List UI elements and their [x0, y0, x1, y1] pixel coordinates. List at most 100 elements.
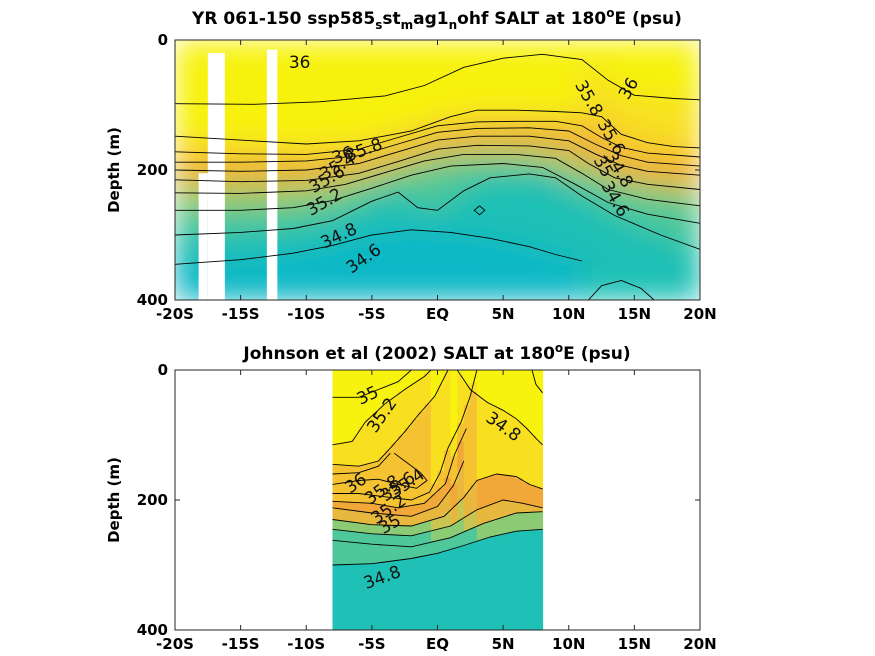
field-cell	[188, 137, 196, 153]
field-cell	[325, 100, 334, 144]
field-cell	[365, 370, 373, 420]
field-cell	[365, 160, 373, 171]
field-cell	[339, 530, 347, 542]
field-cell	[424, 531, 432, 544]
field-cell	[614, 216, 622, 300]
field-cell	[339, 197, 347, 217]
field-cell	[562, 111, 570, 124]
field-cell	[424, 152, 432, 161]
contour-line	[531, 370, 543, 394]
field-cell	[444, 477, 452, 495]
field-cell	[483, 237, 491, 300]
field-cell	[424, 555, 432, 630]
missing-data-column	[266, 49, 278, 300]
field-cell	[339, 141, 347, 152]
field-cell	[581, 40, 590, 63]
field-cell	[450, 456, 458, 485]
field-cell	[378, 562, 386, 630]
field-cell	[509, 370, 517, 418]
field-cell	[371, 544, 380, 564]
field-cell	[352, 149, 360, 157]
field-cell	[188, 103, 196, 138]
field-cell	[450, 124, 458, 132]
field-cell	[457, 441, 465, 470]
field-cell	[424, 521, 432, 533]
field-cell	[437, 552, 445, 630]
field-cell	[444, 493, 452, 514]
field-cell	[430, 80, 439, 124]
field-cell	[371, 412, 380, 463]
field-cell	[483, 538, 491, 630]
field-cell	[293, 143, 301, 155]
field-cell	[621, 219, 629, 300]
field-cell	[325, 40, 334, 102]
field-cell	[621, 89, 629, 136]
field-cell	[660, 185, 668, 202]
field-cell	[581, 161, 590, 176]
field-cell	[385, 497, 393, 507]
field-cell	[575, 40, 583, 60]
field-cell	[647, 162, 655, 173]
field-cell	[660, 163, 668, 174]
field-cell	[175, 234, 183, 265]
field-cell	[424, 373, 432, 405]
field-cell	[378, 142, 386, 150]
field-cell	[339, 370, 347, 444]
field-cell	[470, 484, 478, 513]
field-cell	[496, 58, 504, 111]
field-cell	[490, 110, 498, 123]
field-cell	[365, 533, 373, 545]
field-cell	[247, 231, 255, 260]
field-cell	[404, 89, 412, 133]
field-cell	[555, 180, 563, 256]
field-cell	[358, 426, 366, 466]
field-cell	[457, 154, 465, 167]
field-cell	[339, 175, 347, 186]
field-cell	[476, 40, 485, 65]
field-cell	[522, 504, 530, 514]
field-cell	[673, 173, 681, 188]
field-cell	[529, 166, 537, 175]
field-cell	[378, 184, 386, 199]
field-cell	[371, 234, 380, 300]
field-cell	[522, 155, 530, 167]
field-cell	[568, 152, 576, 169]
field-cell	[647, 96, 655, 144]
field-cell	[463, 370, 471, 386]
field-cell	[391, 193, 399, 233]
field-cell	[509, 121, 517, 129]
field-cell	[503, 176, 511, 243]
field-cell	[234, 232, 242, 261]
field-cell	[280, 254, 288, 300]
missing-data-columns	[198, 49, 278, 300]
field-cell	[450, 156, 458, 167]
field-cell	[476, 154, 485, 166]
field-cell	[476, 508, 485, 526]
field-cell	[470, 185, 478, 237]
field-cell	[201, 162, 209, 172]
field-cell	[516, 502, 524, 514]
field-cell	[417, 130, 425, 138]
field-cell	[470, 383, 478, 393]
field-cell	[339, 541, 347, 566]
field-cell	[240, 193, 248, 211]
field-cell	[608, 161, 616, 177]
field-cell	[614, 145, 622, 155]
field-cell	[568, 189, 576, 260]
field-cell	[654, 97, 662, 145]
field-cell	[404, 158, 412, 167]
field-cell	[253, 257, 261, 300]
field-cell	[404, 131, 412, 136]
field-cell	[312, 168, 320, 180]
field-cell	[516, 421, 524, 480]
field-cell	[516, 154, 524, 166]
field-cell	[319, 178, 327, 189]
field-cell	[299, 180, 307, 192]
field-cell	[299, 154, 307, 162]
field-cell	[293, 170, 301, 182]
field-cell	[503, 128, 511, 137]
field-cell	[470, 40, 478, 66]
field-cell	[371, 144, 380, 152]
field-cell	[234, 153, 242, 163]
field-cell	[398, 507, 406, 517]
